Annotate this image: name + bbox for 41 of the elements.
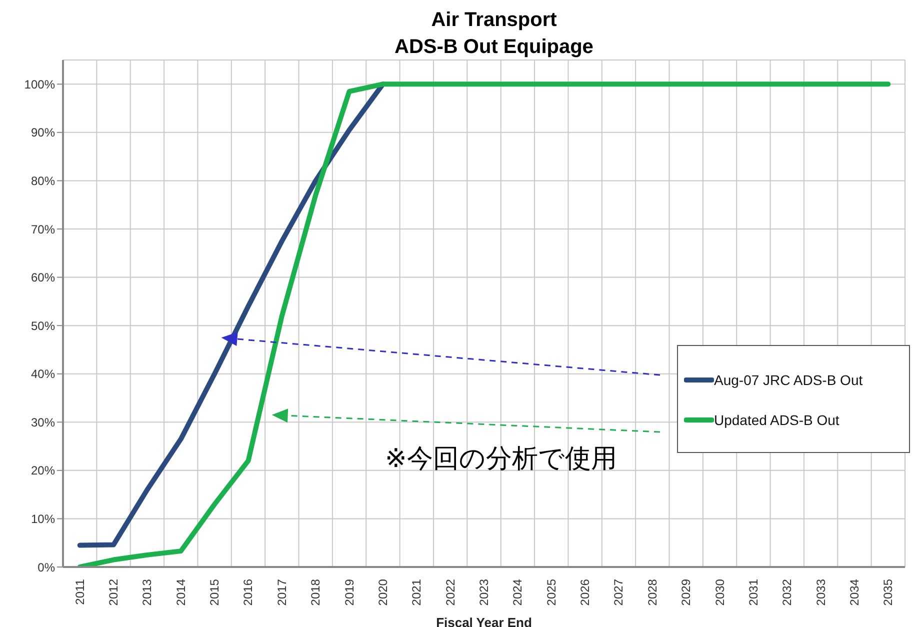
y-tick-label: 100% [24, 77, 56, 92]
x-tick-label: 2035 [881, 578, 896, 606]
x-tick-label: 2018 [308, 578, 323, 606]
y-tick-label: 80% [30, 174, 56, 188]
legend-label: Aug-07 JRC ADS-B Out [714, 372, 863, 388]
chart-title: Air Transport ADS-B Out Equipage [394, 9, 594, 58]
x-tick-label: 2031 [746, 578, 760, 606]
y-tick-label: 10% [30, 512, 56, 526]
y-tick-label: 0% [38, 560, 56, 574]
y-tick-label: 40% [30, 367, 56, 382]
annotation: ※今回の分析で使用 [385, 444, 617, 474]
x-tick-label: 2028 [645, 578, 660, 606]
x-tick-label: 2013 [140, 578, 154, 606]
x-tick-label: 2033 [814, 578, 828, 606]
x-tick-label: 2021 [410, 578, 424, 606]
x-tick-label: 2023 [477, 578, 491, 606]
x-tick-label: 2029 [679, 578, 694, 606]
x-tick-label: 2012 [106, 578, 121, 606]
x-tick-label: 2015 [208, 578, 222, 606]
legend-label: Updated ADS-B Out [714, 412, 840, 428]
x-tick-label: 2016 [241, 578, 256, 606]
x-tick-label: 2025 [544, 578, 558, 606]
x-tick-label: 2032 [780, 578, 794, 606]
x-tick-label: 2020 [376, 578, 390, 606]
x-tick-label: 2026 [578, 578, 592, 606]
x-tick-label: 2024 [510, 578, 525, 606]
x-tick-label: 2027 [612, 578, 626, 606]
x-tick-label: 2022 [443, 578, 458, 606]
x-tick-label: 2011 [72, 578, 87, 605]
x-tick-label: 2030 [712, 578, 727, 606]
x-axis-title: Fiscal Year End [436, 615, 532, 627]
y-tick-label: 30% [30, 415, 56, 430]
y-tick-label: 50% [30, 318, 56, 333]
x-tick-label: 2014 [174, 578, 188, 606]
y-tick-label: 20% [30, 464, 56, 478]
y-tick-label: 70% [30, 222, 56, 236]
y-tick-label: 90% [30, 126, 56, 140]
x-tick-label: 2034 [847, 578, 862, 606]
x-tick-label: 2019 [342, 578, 356, 606]
x-tick-label: 2017 [274, 578, 289, 606]
y-tick-label: 60% [30, 270, 56, 285]
